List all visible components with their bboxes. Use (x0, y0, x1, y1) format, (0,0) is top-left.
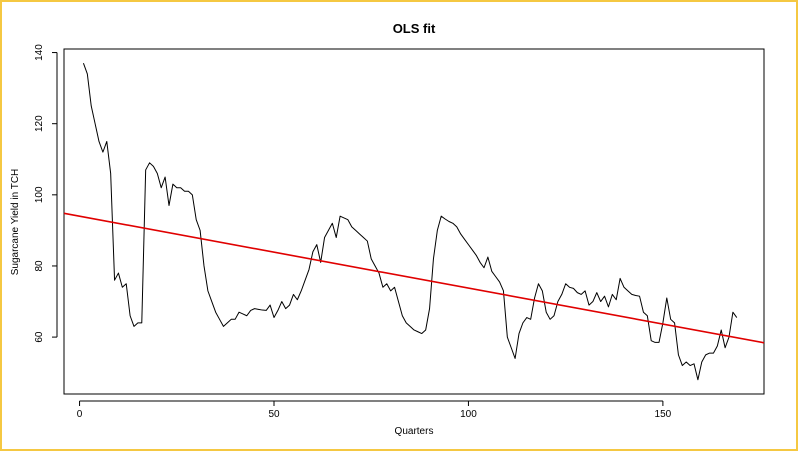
y-axis-label: Sugarcane Yield in TCH (10, 169, 21, 276)
ols-fit-line (63, 212, 765, 344)
y-axis: 60 80 100 120 140 (34, 44, 58, 343)
chart-title: OLS fit (393, 21, 436, 36)
x-axis-label: Quarters (395, 426, 434, 437)
plot-area-box (63, 48, 765, 395)
x-tick-label: 0 (77, 409, 83, 420)
y-tick-label: 100 (34, 186, 45, 203)
y-tick-label: 80 (34, 260, 45, 272)
y-tick-label: 120 (34, 115, 45, 132)
y-tick-label: 60 (34, 331, 45, 343)
x-axis: 0 50 100 150 (77, 400, 672, 420)
yield-series-line (82, 63, 738, 381)
x-tick-label: 50 (268, 409, 280, 420)
x-tick-label: 150 (655, 409, 672, 420)
y-tick-label: 140 (34, 44, 45, 61)
x-tick-label: 100 (460, 409, 477, 420)
series-group (63, 63, 765, 381)
